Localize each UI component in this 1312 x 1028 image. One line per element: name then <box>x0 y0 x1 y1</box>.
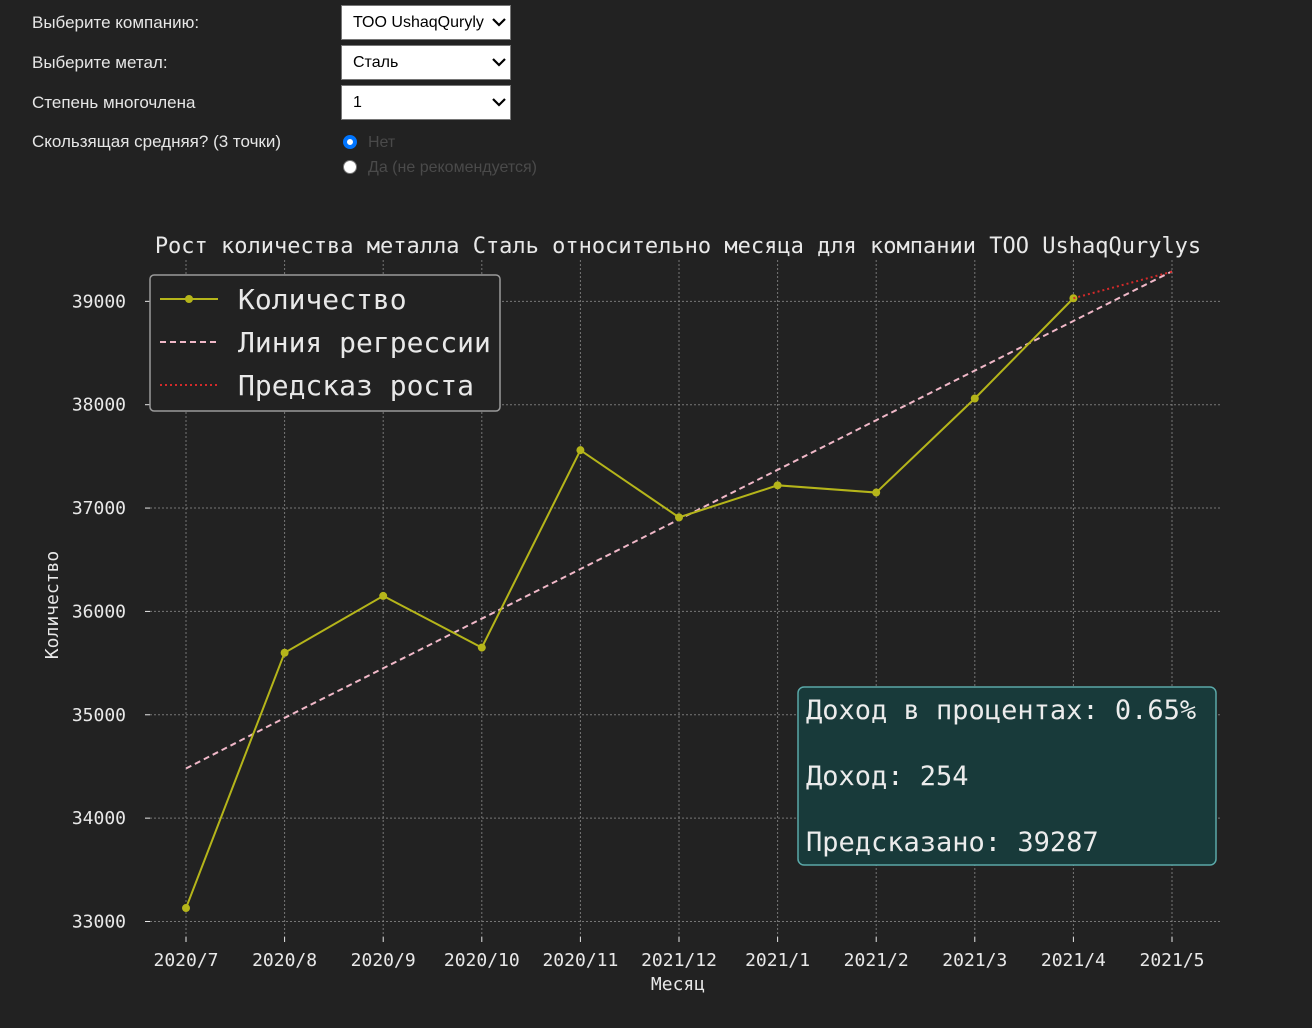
legend-label-forecast: Предсказ роста <box>238 369 474 402</box>
data-point-quantity <box>872 488 881 497</box>
x-tick-label: 2021/2 <box>844 950 909 971</box>
data-point-quantity <box>477 643 486 652</box>
data-point-quantity <box>182 904 190 913</box>
x-tick-label: 2021/1 <box>745 950 810 971</box>
chart-title: Рост количества металла Сталь относитель… <box>155 234 1201 259</box>
series-line-quantity <box>185 297 1075 909</box>
series-line-forecast <box>1073 270 1173 300</box>
annotation-box: Доход в процентах: 0.65% Доход: 254 Пред… <box>797 686 1217 866</box>
x-tick-label: 2020/10 <box>444 950 520 971</box>
legend-label-regression: Линия регрессии <box>238 326 491 359</box>
chevron-down-icon <box>492 18 506 27</box>
annotation-predicted: Предсказано: 39287 <box>806 827 1099 858</box>
radio-label-yes: Да (не рекомендуется) <box>368 159 537 176</box>
x-tick-label: 2020/7 <box>153 950 218 971</box>
data-point-quantity <box>773 481 782 490</box>
x-tick-label: 2021/5 <box>1139 950 1204 971</box>
radio-label-no: Нет <box>368 134 396 151</box>
annotation-percent: Доход в процентах: 0.65% <box>806 695 1196 726</box>
data-point-quantity <box>576 446 585 455</box>
data-point-quantity <box>675 513 683 522</box>
y-tick-label: 35000 <box>72 705 126 726</box>
line-chart: Рост количества металла Сталь относитель… <box>42 234 1220 995</box>
x-tick-label: 2020/9 <box>351 950 416 971</box>
x-tick-label: 2020/8 <box>252 950 317 971</box>
metal-select[interactable]: Сталь <box>341 45 511 80</box>
y-tick-label: 36000 <box>72 601 126 622</box>
y-tick-label: 34000 <box>72 808 126 829</box>
legend: Количество Линия регрессии Предсказ рост… <box>149 274 501 412</box>
company-label: Выберите компанию: <box>32 13 200 32</box>
y-tick-label: 38000 <box>72 395 126 416</box>
x-tick-label: 2021/4 <box>1041 950 1106 971</box>
y-axis-label: Количество <box>42 551 63 659</box>
radio-button-unchecked[interactable] <box>343 160 357 174</box>
series-layer <box>182 270 1173 913</box>
company-select[interactable]: ТОО UshaqQuryly <box>341 5 511 40</box>
y-tick-label: 33000 <box>72 911 126 932</box>
metal-select-value: Сталь <box>353 54 399 71</box>
degree-label: Степень многочлена <box>32 93 196 112</box>
degree-select[interactable]: 1 <box>341 85 511 120</box>
chevron-down-icon <box>492 58 506 67</box>
radio-button-checked[interactable] <box>343 135 357 149</box>
data-point-quantity <box>970 394 979 403</box>
legend-label-quantity: Количество <box>238 283 407 316</box>
x-tick-label: 2021/12 <box>641 950 717 971</box>
data-point-quantity <box>280 648 289 657</box>
annotation-income: Доход: 254 <box>806 761 969 792</box>
annotation-background <box>797 686 1217 866</box>
x-tick-label: 2021/3 <box>942 950 1007 971</box>
degree-select-value: 1 <box>353 94 362 111</box>
y-tick-label: 39000 <box>72 291 126 312</box>
x-axis-label: Месяц <box>651 974 705 995</box>
legend-marker-quantity <box>185 295 193 303</box>
metal-label: Выберите метал: <box>32 53 168 72</box>
x-tick-label: 2020/11 <box>542 950 618 971</box>
company-select-value: ТОО UshaqQuryly <box>353 14 484 31</box>
moving-average-label: Скользящая средняя? (3 точки) <box>32 132 282 151</box>
axis-ticks: 2020/7 2020/8 2020/9 2020/10 2020/11 2021/12 2… <box>72 291 1205 971</box>
data-point-quantity <box>379 591 388 600</box>
y-tick-label: 37000 <box>72 498 126 519</box>
legend-box <box>149 274 501 412</box>
chevron-down-icon <box>492 98 506 107</box>
